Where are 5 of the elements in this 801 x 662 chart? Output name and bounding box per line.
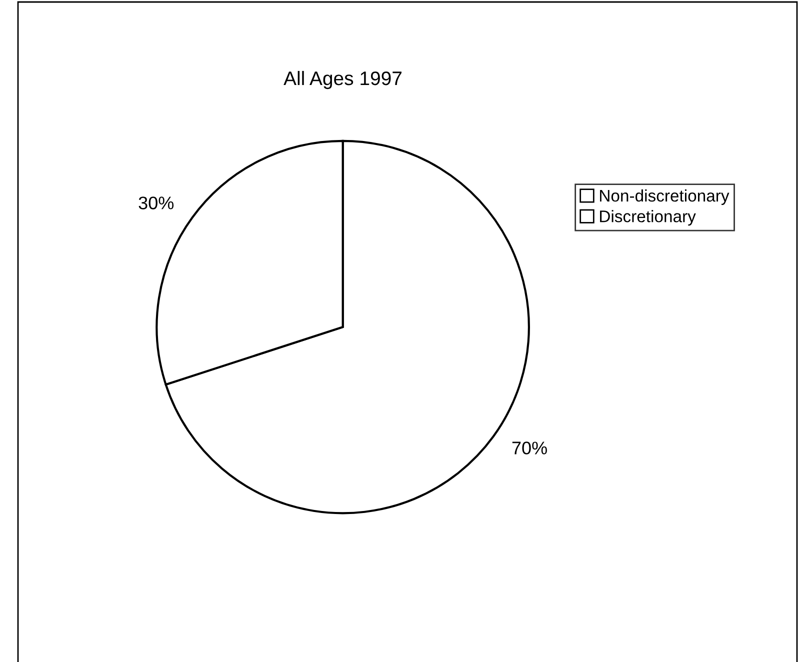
chart-title: All Ages 1997 — [284, 70, 402, 90]
legend-label: Non-discretionary — [600, 189, 730, 205]
data-label: 30% — [138, 196, 174, 210]
legend-label: Discretionary — [600, 210, 696, 226]
data-label: 70% — [512, 442, 547, 454]
